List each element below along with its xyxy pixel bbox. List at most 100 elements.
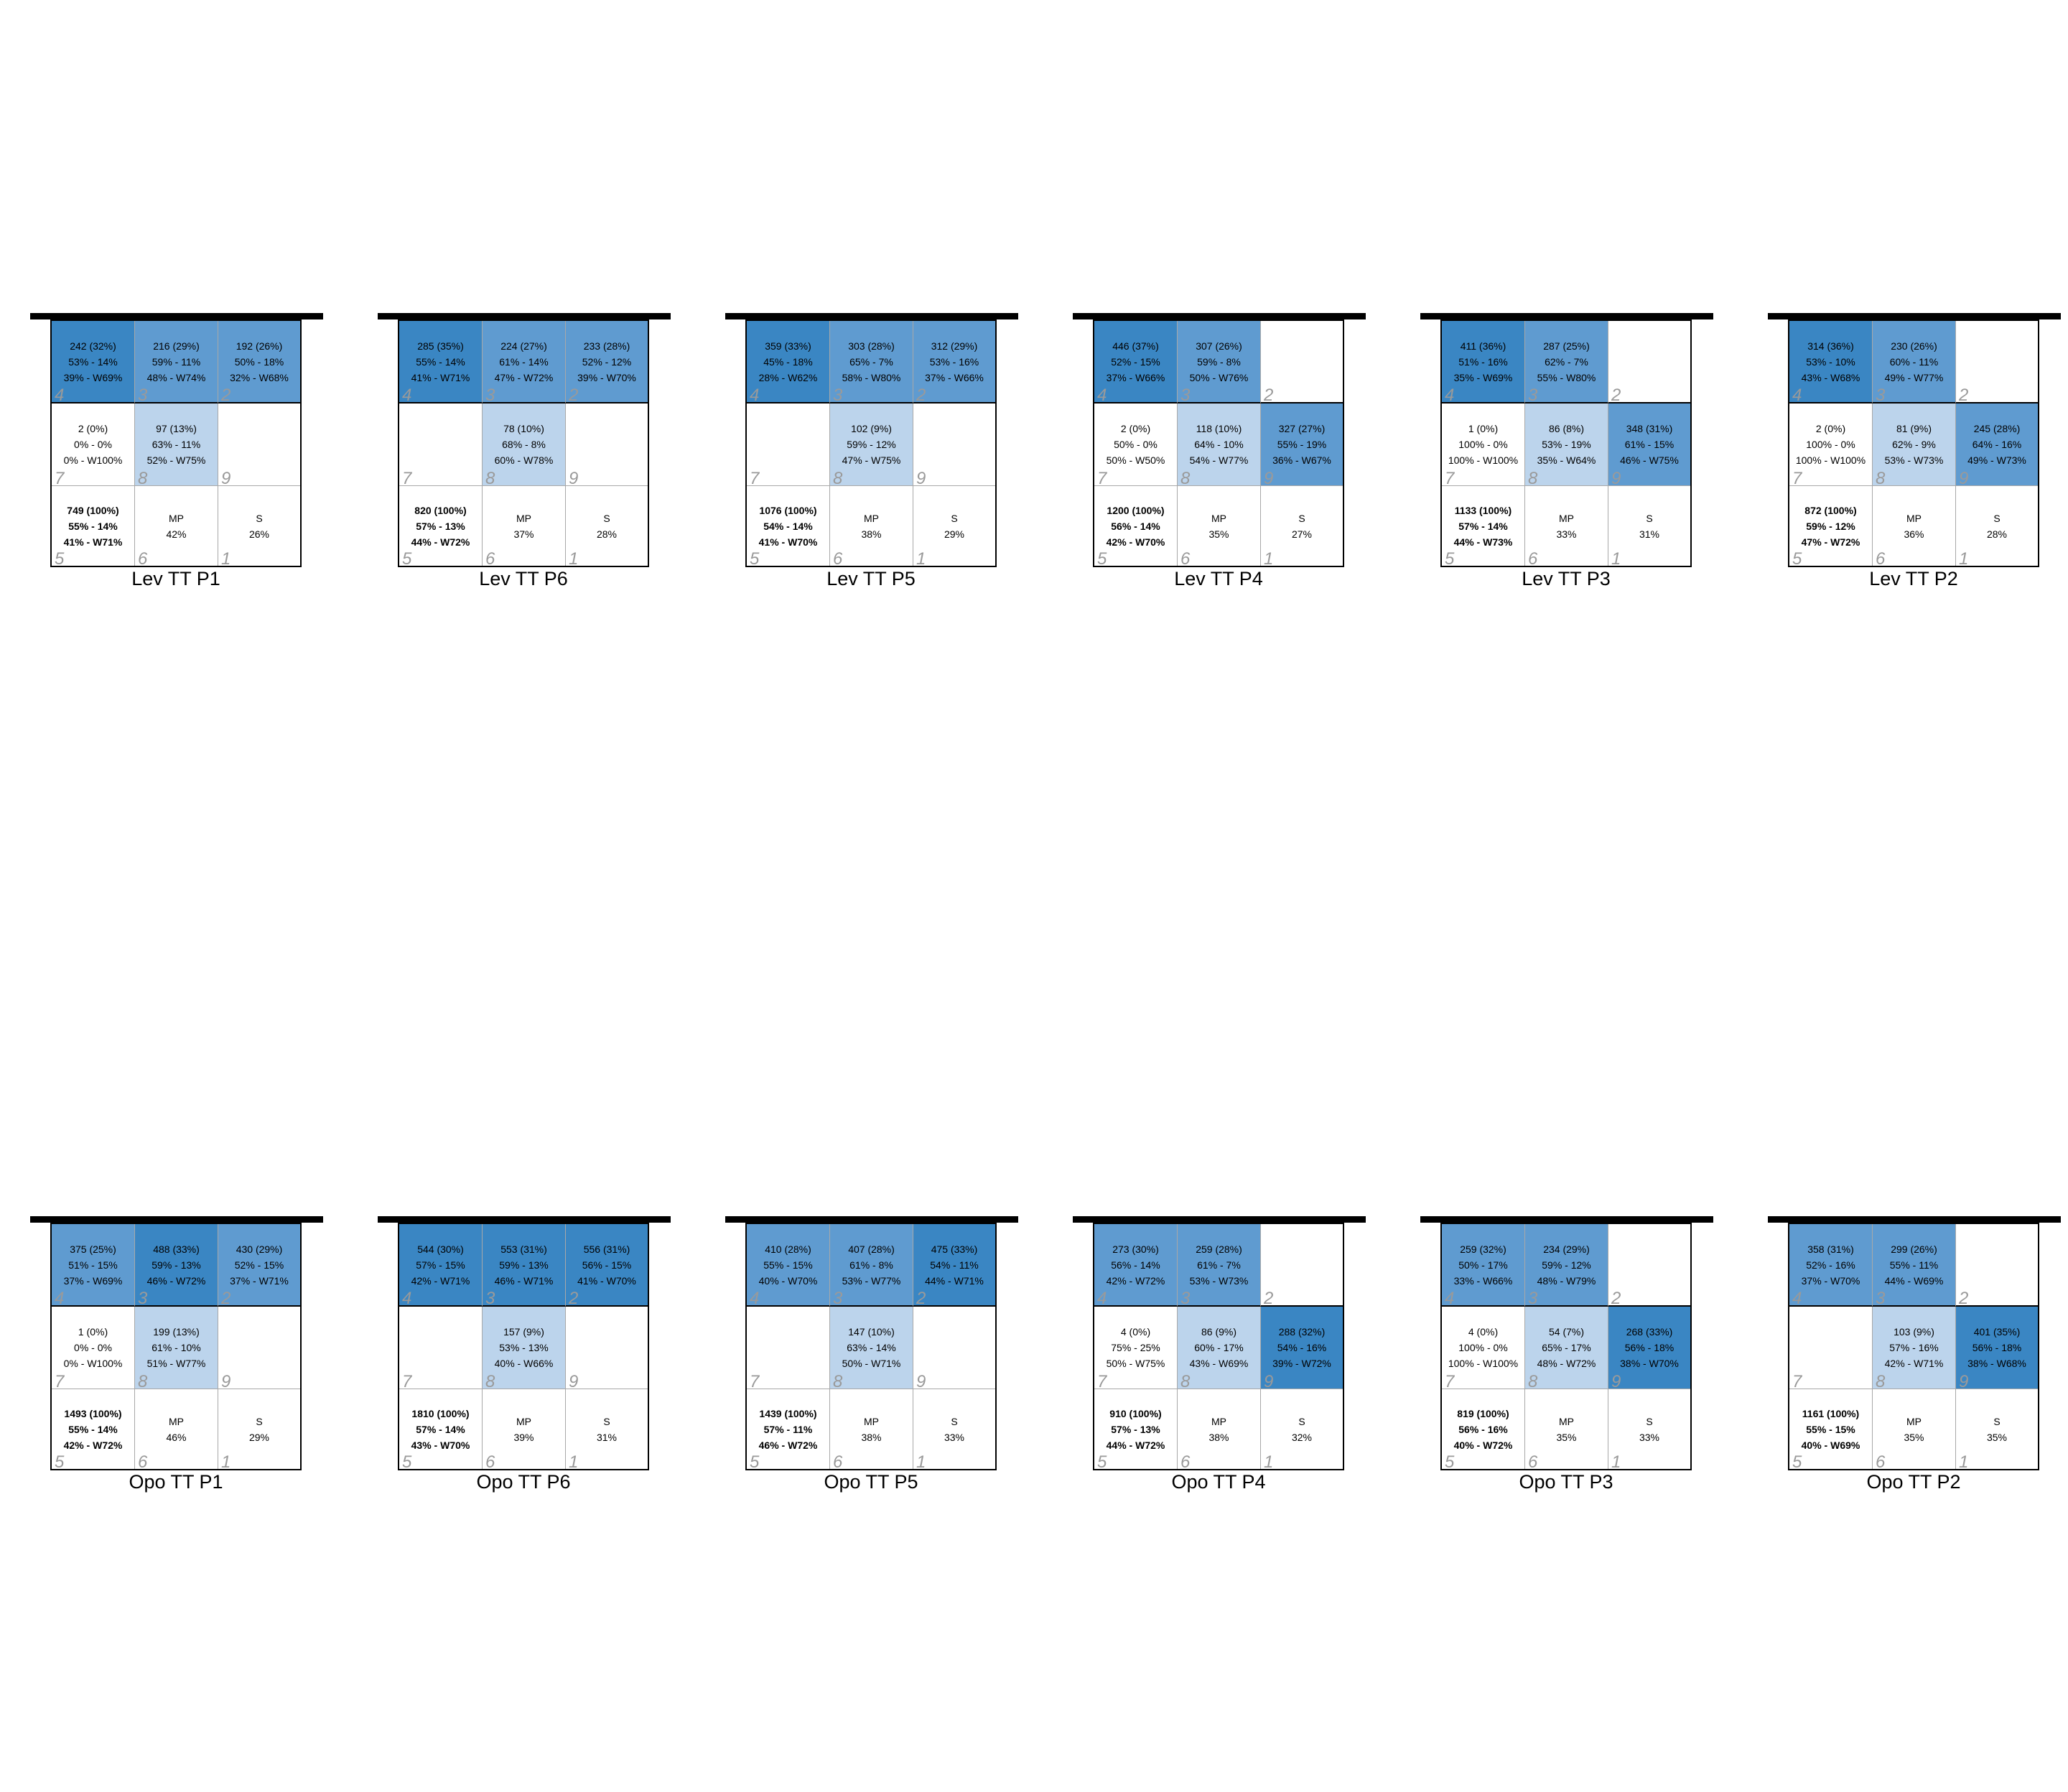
zone-cell-1: S 33% 1 (1608, 1389, 1690, 1472)
zone-cell-3: 224 (27%) 61% - 14% 47% - W72% 3 (483, 321, 566, 405)
zone-stat-line: 38% (861, 1431, 882, 1443)
zone-stat-line: MP (169, 512, 184, 524)
zone-stat-line: 37% - W70% (1801, 1274, 1860, 1287)
zone-cell-7: 7 (399, 403, 483, 488)
zone-stat-line: 4 (0%) (1120, 1326, 1151, 1338)
zone-stat-line: 59% - 12% (847, 439, 896, 450)
zone-cell-7: 1 (0%) 100% - 0% 100% - W100% 7 (1442, 403, 1525, 488)
zone-number: 8 (138, 469, 148, 488)
zone-stat-line: 100% - 0% (1458, 439, 1508, 450)
zone-stat-line: 57% - 15% (416, 1259, 465, 1271)
zone-stat-line: S (603, 512, 610, 524)
zone-number: 4 (1445, 1289, 1455, 1308)
zone-stat-line: S (256, 512, 263, 524)
zone-stat-line: 1810 (100%) (411, 1407, 470, 1419)
zone-cell-5: 819 (100%) 56% - 16% 40% - W72% 5 (1442, 1389, 1525, 1472)
zone-number: 9 (1264, 1372, 1274, 1391)
zone-cell-1: S 33% 1 (913, 1389, 995, 1472)
zone-stat-line: 2 (0%) (1815, 423, 1846, 434)
zone-stat-line: 55% - 11% (1889, 1259, 1939, 1271)
zone-number: 3 (1876, 1289, 1886, 1308)
court-diagram: 314 (36%) 53% - 10% 43% - W68% 4 230 (26%) 60… (1768, 313, 2068, 600)
zone-stat-line: 199 (13%) (153, 1326, 200, 1338)
zone-cell-4: 285 (35%) 55% - 14% 41% - W71% 4 (399, 321, 483, 405)
court-diagram: 410 (28%) 55% - 15% 40% - W70% 4 407 (28%) 61… (725, 1216, 1027, 1503)
zone-stat-line: 1200 (100%) (1107, 504, 1165, 516)
court-diagram: 411 (36%) 51% - 16% 35% - W69% 4 287 (25%) 62… (1420, 313, 1722, 600)
zone-stat-line: 430 (29%) (236, 1243, 283, 1255)
zone-cell-3: 230 (26%) 60% - 11% 49% - W77% 3 (1873, 321, 1956, 405)
zone-cell-2: 2 (1956, 1224, 2038, 1308)
zone-stat-line: 1439 (100%) (759, 1407, 817, 1419)
zone-stat-line: 29% (944, 528, 965, 540)
zone-stat-line: 33% (1639, 1431, 1660, 1443)
zone-stat-line: 26% (248, 528, 270, 540)
zone-stat-line: S (1646, 1415, 1653, 1427)
zone-stat-line: 51% - 16% (1458, 355, 1508, 368)
zone-grid: 242 (32%) 53% - 14% 39% - W69% 4 216 (29%) 59… (50, 319, 302, 569)
zone-number: 1 (1264, 1452, 1274, 1472)
zone-number: 4 (1097, 1289, 1107, 1308)
zone-stat-line: 375 (25%) (70, 1243, 116, 1255)
zone-stat-line: 48% - W79% (1537, 1274, 1596, 1287)
zone-stat-line: 47% - W75% (842, 454, 901, 466)
zone-stat-line: 53% - 16% (929, 355, 979, 368)
zone-stat-line: 46% - W71% (494, 1274, 554, 1287)
zone-stat-line: 97 (13%) (156, 423, 197, 434)
zone-number: 1 (916, 549, 926, 569)
zone-stat-line: 245 (28%) (1973, 423, 2021, 434)
zone-stat-line: 54% - W77% (1189, 454, 1249, 466)
zone-stat-line: 46% - W75% (1620, 454, 1679, 466)
court-title: Lev TT P2 (1869, 568, 1958, 589)
zone-stat-line: 50% - W50% (1106, 454, 1165, 466)
zone-stat-line: 31% (596, 1431, 618, 1443)
zone-number: 8 (833, 469, 843, 488)
zone-cell-9: 9 (218, 403, 300, 488)
zone-stat-line: 259 (32%) (1460, 1243, 1506, 1255)
zone-stat-line: 55% - 14% (68, 1423, 118, 1435)
zone-stat-line: 1 (0%) (78, 1326, 108, 1338)
zone-number: 7 (750, 469, 760, 488)
zone-stat-line: 359 (33%) (765, 340, 811, 352)
zone-stat-line: 157 (9%) (503, 1326, 544, 1338)
zone-stat-line: 41% - W70% (758, 536, 818, 548)
zone-stat-line: 102 (9%) (851, 423, 892, 434)
zone-cell-4: 273 (30%) 56% - 14% 42% - W72% 4 (1094, 1224, 1178, 1308)
zone-stat-line: 273 (30%) (1112, 1243, 1159, 1255)
zone-cell-4: 410 (28%) 55% - 15% 40% - W70% 4 (747, 1224, 830, 1308)
court-diagram: 259 (32%) 50% - 17% 33% - W66% 4 234 (29%) 59… (1420, 1216, 1722, 1503)
zone-stat-line: 288 (32%) (1278, 1326, 1326, 1338)
zone-number: 2 (916, 1289, 926, 1308)
zone-stat-line: 50% - 0% (1114, 439, 1158, 450)
zone-stat-line: 39% - W72% (1272, 1358, 1331, 1369)
zone-number: 1 (569, 1452, 579, 1472)
zone-grid: 285 (35%) 55% - 14% 41% - W71% 4 224 (27%) 61… (398, 319, 649, 569)
zone-cell-3: 287 (25%) 62% - 7% 55% - W80% 3 (1525, 321, 1608, 405)
zone-stat-line: 59% - 12% (1542, 1259, 1591, 1271)
zone-number: 6 (138, 1452, 148, 1472)
net-line (725, 313, 1018, 319)
court-diagram: 544 (30%) 57% - 15% 42% - W71% 4 553 (31%) 59… (378, 1216, 679, 1503)
zone-stat-line: 39% - W70% (577, 371, 636, 383)
zone-stat-line: 41% - W71% (63, 536, 123, 548)
zone-number: 3 (1528, 1289, 1538, 1308)
zone-stat-line: 52% - 15% (1111, 355, 1160, 368)
zone-grid: 410 (28%) 55% - 15% 40% - W70% 4 407 (28%) 61… (745, 1223, 997, 1472)
zone-stat-line: 47% - W72% (1801, 536, 1860, 548)
zone-stat-line: 100% - W100% (1448, 454, 1519, 466)
zone-cell-3: 216 (29%) 59% - 11% 48% - W74% 3 (135, 321, 218, 405)
zone-number: 1 (1959, 1452, 1969, 1472)
zone-stat-line: 103 (9%) (1894, 1326, 1934, 1338)
zone-stat-line: 59% - 8% (1197, 355, 1241, 368)
zone-stat-line: 53% - 10% (1806, 355, 1855, 368)
zone-stat-line: 35% (1904, 1431, 1924, 1443)
net-line (30, 1216, 323, 1223)
zone-number: 2 (916, 386, 926, 405)
zone-number: 8 (138, 1372, 148, 1391)
court-diagram: 358 (31%) 52% - 16% 37% - W70% 4 299 (26%) 55… (1768, 1216, 2068, 1503)
zone-stat-line: MP (1906, 1415, 1922, 1427)
zone-cell-3: 259 (28%) 61% - 7% 53% - W73% 3 (1178, 1224, 1261, 1308)
zone-number: 5 (750, 549, 760, 569)
zone-stat-line: 37% - W66% (925, 371, 984, 383)
zone-cell-3: 307 (26%) 59% - 8% 50% - W76% 3 (1178, 321, 1261, 405)
